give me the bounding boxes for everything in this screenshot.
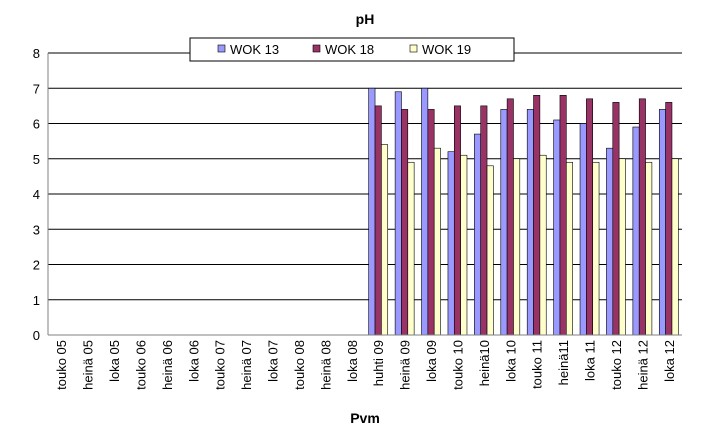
bar-wok-18	[586, 98, 594, 336]
bar-wok-18	[401, 109, 409, 336]
bar-wok-18	[612, 102, 620, 336]
bar-wok-18	[665, 102, 673, 336]
bar-wok-18	[533, 95, 541, 336]
y-tick-label: 6	[33, 117, 40, 132]
x-axis-title: Pvm	[350, 410, 380, 426]
x-tick-label: heinä 08	[318, 340, 333, 390]
bar-wok-13	[368, 87, 376, 336]
x-tick-label: loka 06	[186, 340, 201, 382]
legend-swatch	[409, 44, 418, 53]
bar-wok-18	[506, 98, 514, 336]
bar-wok-13	[553, 119, 561, 336]
y-tick-label: 4	[33, 187, 40, 202]
bar-wok-18	[427, 109, 435, 336]
bar-wok-18	[638, 98, 646, 336]
x-tick-label: touko 06	[133, 340, 148, 390]
x-tick-label: heinä 09	[398, 340, 413, 390]
x-tick-label: heinä 05	[81, 340, 96, 390]
bar-wok-18	[453, 105, 461, 336]
bars	[368, 87, 679, 336]
gridlines	[48, 52, 682, 301]
bar-wok-19	[645, 161, 653, 336]
x-tick-label: heinä 06	[160, 340, 175, 390]
y-tick-label: 3	[33, 222, 40, 237]
legend-label: WOK 19	[422, 42, 471, 57]
bar-wok-18	[559, 95, 567, 336]
x-tick-label: loka 12	[662, 340, 677, 382]
x-tick-label: loka 11	[583, 340, 598, 381]
x-tick-label: touko 08	[292, 340, 307, 390]
legend: WOK 13 WOK 18 WOK 19	[189, 37, 515, 62]
bar-wok-13	[579, 123, 587, 336]
x-tick-label: heinä10	[477, 340, 492, 386]
x-tick-labels: touko 05 heinä 05 loka 05 touko 06 heinä 06 l…	[54, 340, 677, 390]
x-tick-label: touko 12	[609, 340, 624, 390]
bar-wok-13	[658, 109, 666, 336]
y-tick-labels: 0 1 2 3 4 5 6 7 8	[33, 46, 40, 343]
bar-wok-19	[565, 161, 573, 336]
x-tick-label: heinä 07	[239, 340, 254, 390]
bar-wok-13	[474, 133, 482, 336]
x-tick-label: loka 08	[345, 340, 360, 382]
y-tick-label: 2	[33, 258, 40, 273]
bar-wok-19	[486, 165, 494, 336]
x-tick-label: heinä 12	[635, 340, 650, 390]
bar-wok-19	[433, 147, 441, 336]
bar-wok-13	[447, 151, 455, 336]
legend-label: WOK 18	[325, 42, 374, 57]
y-tick-label: 0	[33, 328, 40, 343]
bar-wok-18	[480, 105, 488, 336]
bar-wok-19	[460, 154, 468, 336]
x-tick-label: loka 10	[503, 340, 518, 382]
x-tick-label: loka 07	[266, 340, 281, 382]
bar-wok-19	[592, 161, 600, 336]
bar-wok-19	[618, 158, 626, 336]
bar-wok-13	[500, 109, 508, 336]
legend-box	[189, 37, 515, 62]
bar-wok-19	[513, 158, 521, 336]
x-tick-label: touko 11	[530, 340, 545, 389]
bar-wok-13	[394, 91, 402, 336]
x-tick-label: loka 05	[107, 340, 122, 382]
bar-wok-13	[606, 147, 614, 336]
y-tick-label: 5	[33, 152, 40, 167]
legend-label: WOK 13	[230, 42, 279, 57]
bar-wok-19	[539, 154, 547, 336]
legend-swatch	[312, 44, 321, 53]
bar-wok-13	[526, 109, 534, 336]
bar-wok-19	[381, 144, 389, 336]
x-tick-label: loka 09	[424, 340, 439, 382]
x-tick-label: touko 10	[450, 340, 465, 390]
y-tick-label: 1	[33, 293, 40, 308]
bar-wok-19	[407, 161, 415, 336]
bar-wok-18	[374, 105, 382, 336]
legend-swatch	[217, 44, 226, 53]
bar-wok-13	[632, 126, 640, 336]
x-tick-label: huhti 09	[371, 340, 386, 386]
y-tick-label: 8	[33, 46, 40, 61]
chart-title: pH	[356, 11, 375, 27]
x-tick-label: touko 05	[54, 340, 69, 390]
bar-wok-13	[421, 87, 429, 336]
x-tick-label: touko 07	[213, 340, 228, 390]
bar-wok-19	[671, 158, 679, 336]
x-tick-label: heinä11	[556, 340, 571, 385]
y-tick-label: 7	[33, 81, 40, 96]
